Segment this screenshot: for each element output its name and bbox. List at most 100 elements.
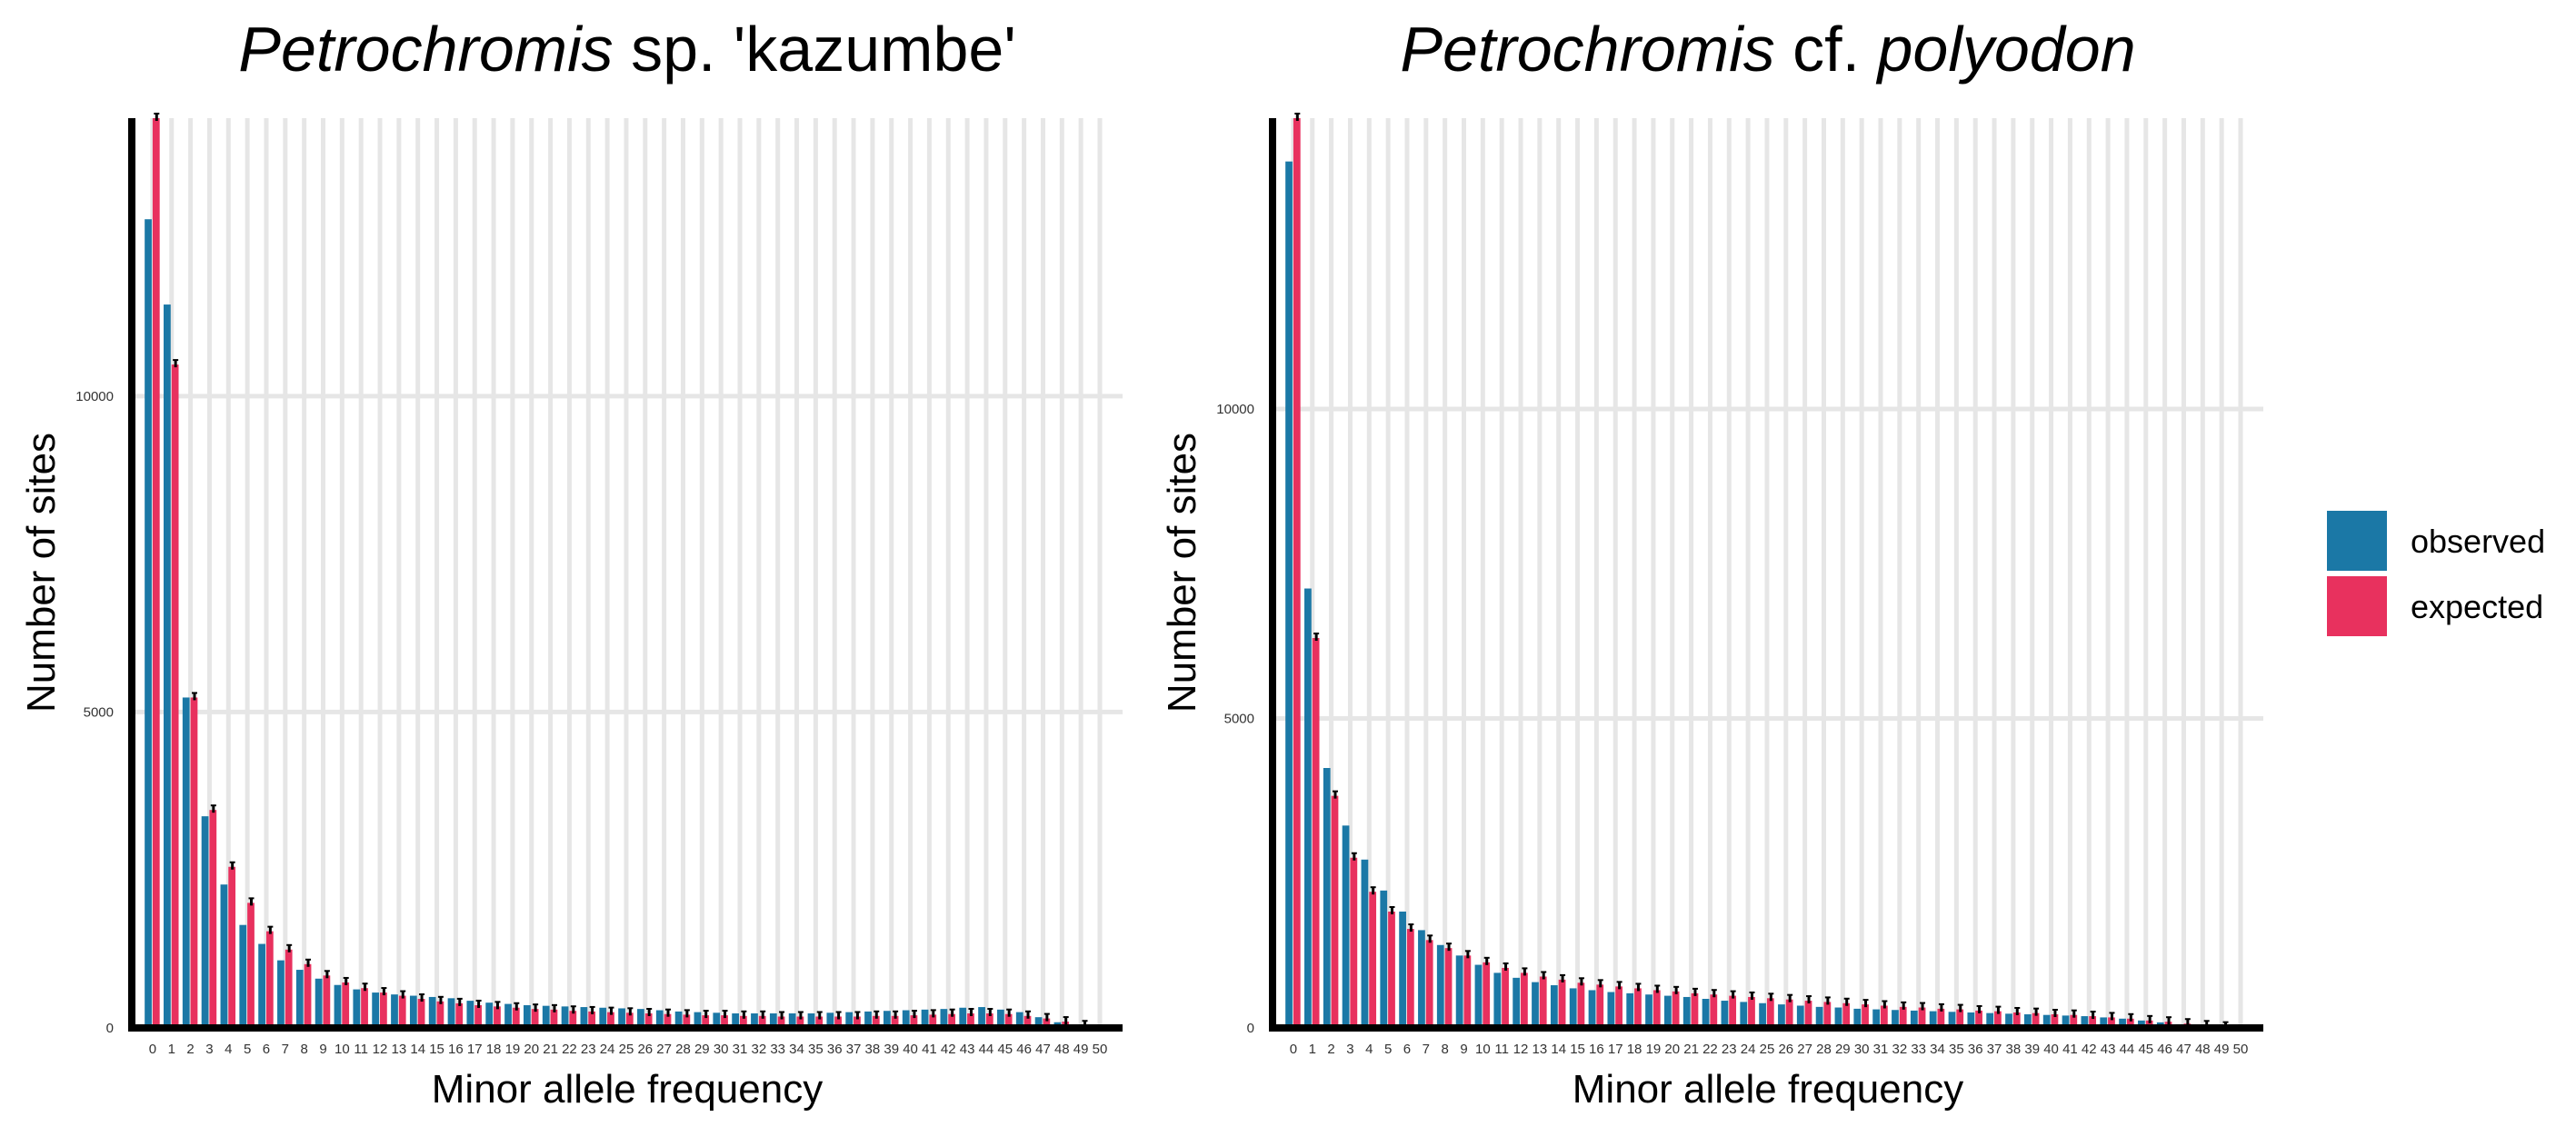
bar-expected-36 — [834, 1016, 842, 1028]
bar-expected-32 — [1899, 1006, 1907, 1028]
x-tick-label: 11 — [354, 1042, 368, 1057]
bar-expected-3 — [1350, 857, 1358, 1028]
bar-observed-22 — [1702, 998, 1710, 1028]
x-tick-label: 29 — [694, 1042, 710, 1057]
bar-observed-0 — [145, 219, 152, 1028]
bar-observed-10 — [334, 984, 342, 1028]
bar-expected-35 — [1956, 1009, 1964, 1028]
x-tick-label: 48 — [1054, 1042, 1070, 1057]
bar-expected-10 — [342, 982, 350, 1028]
x-tick-label: 28 — [675, 1042, 691, 1057]
bar-observed-37 — [845, 1012, 854, 1028]
bar-observed-30 — [1853, 1008, 1862, 1028]
x-tick-label: 16 — [448, 1042, 464, 1057]
bar-observed-41 — [921, 1009, 929, 1028]
x-tick-label: 38 — [2006, 1042, 2022, 1057]
x-tick-label: 30 — [714, 1042, 729, 1057]
x-tick-label: 0 — [149, 1042, 156, 1057]
bar-expected-21 — [550, 1009, 558, 1028]
chart-title: Petrochromis cf. polyodon — [1400, 14, 2135, 85]
bar-observed-31 — [1872, 1009, 1881, 1028]
bar-observed-13 — [391, 994, 398, 1028]
bar-observed-40 — [2042, 1014, 2051, 1028]
bar-expected-6 — [265, 931, 274, 1028]
x-tick-label: 48 — [2195, 1042, 2211, 1057]
x-tick-label: 28 — [1816, 1042, 1832, 1057]
bar-observed-24 — [599, 1007, 607, 1028]
bar-expected-38 — [872, 1015, 880, 1028]
x-tick-label: 5 — [244, 1042, 251, 1057]
bar-expected-27 — [664, 1013, 672, 1028]
x-tick-label: 47 — [2176, 1042, 2192, 1057]
x-tick-label: 8 — [1441, 1042, 1448, 1057]
bar-expected-23 — [1729, 995, 1737, 1028]
bar-observed-26 — [1778, 1004, 1785, 1028]
x-tick-label: 19 — [1646, 1042, 1662, 1057]
bar-expected-28 — [683, 1014, 691, 1028]
bar-expected-24 — [1748, 996, 1755, 1028]
x-tick-label: 32 — [752, 1042, 767, 1057]
bar-expected-6 — [1406, 929, 1414, 1028]
x-tick-label: 2 — [1327, 1042, 1334, 1057]
bar-observed-39 — [883, 1011, 891, 1028]
legend: observed expected — [2327, 511, 2545, 636]
x-tick-label: 46 — [2157, 1042, 2172, 1057]
x-tick-label: 20 — [524, 1042, 539, 1057]
bar-observed-6 — [258, 943, 265, 1028]
bar-expected-27 — [1804, 1001, 1812, 1028]
bar-expected-16 — [1596, 984, 1604, 1028]
x-tick-label: 42 — [941, 1042, 956, 1057]
bar-observed-26 — [637, 1009, 644, 1028]
x-tick-label: 40 — [2043, 1042, 2059, 1057]
x-tick-label: 6 — [263, 1042, 270, 1057]
bar-expected-17 — [1615, 986, 1622, 1028]
x-tick-label: 27 — [1797, 1042, 1812, 1057]
x-tick-label: 17 — [467, 1042, 483, 1057]
title-species: polyodon — [1876, 14, 2136, 85]
bar-observed-31 — [732, 1013, 740, 1028]
bar-expected-0 — [1293, 118, 1301, 1028]
x-tick-label: 45 — [2138, 1042, 2153, 1057]
x-tick-label: 43 — [2101, 1042, 2116, 1057]
bar-expected-33 — [777, 1016, 785, 1028]
bar-observed-45 — [2138, 1020, 2145, 1028]
bar-observed-41 — [2062, 1015, 2070, 1028]
bar-expected-37 — [854, 1016, 861, 1028]
x-tick-label: 16 — [1589, 1042, 1604, 1057]
bar-observed-10 — [1474, 964, 1483, 1028]
bar-observed-25 — [1759, 1002, 1766, 1028]
bar-observed-20 — [1663, 995, 1672, 1028]
bar-expected-4 — [1369, 892, 1377, 1028]
bar-expected-45 — [2145, 1020, 2153, 1028]
bar-observed-7 — [1418, 930, 1425, 1028]
bar-expected-9 — [1463, 955, 1472, 1028]
x-tick-label: 41 — [2062, 1042, 2078, 1057]
x-tick-label: 49 — [1073, 1042, 1089, 1057]
bar-expected-44 — [2126, 1018, 2134, 1028]
x-tick-label: 38 — [865, 1042, 881, 1057]
bar-observed-37 — [1986, 1012, 1994, 1028]
bar-observed-12 — [1513, 977, 1521, 1028]
bar-observed-29 — [694, 1012, 702, 1028]
bar-expected-37 — [1994, 1011, 2002, 1028]
bar-expected-8 — [304, 963, 312, 1028]
x-tick-label: 3 — [205, 1042, 213, 1057]
x-tick-label: 23 — [1722, 1042, 1737, 1057]
x-tick-label: 49 — [2214, 1042, 2230, 1057]
bar-expected-21 — [1691, 992, 1699, 1028]
bar-expected-30 — [721, 1015, 728, 1028]
bar-observed-42 — [940, 1009, 948, 1028]
legend-swatch-observed — [2327, 511, 2387, 571]
bar-observed-34 — [788, 1013, 796, 1028]
bar-observed-15 — [428, 996, 436, 1028]
bar-observed-35 — [1948, 1012, 1956, 1028]
bar-observed-20 — [523, 1004, 531, 1028]
bar-observed-8 — [295, 970, 304, 1028]
x-tick-label: 13 — [1533, 1042, 1548, 1057]
bar-expected-26 — [1785, 999, 1793, 1028]
bar-observed-14 — [1550, 985, 1558, 1028]
bar-expected-20 — [1672, 991, 1680, 1028]
bar-expected-20 — [531, 1009, 539, 1028]
bar-observed-46 — [1015, 1012, 1023, 1028]
